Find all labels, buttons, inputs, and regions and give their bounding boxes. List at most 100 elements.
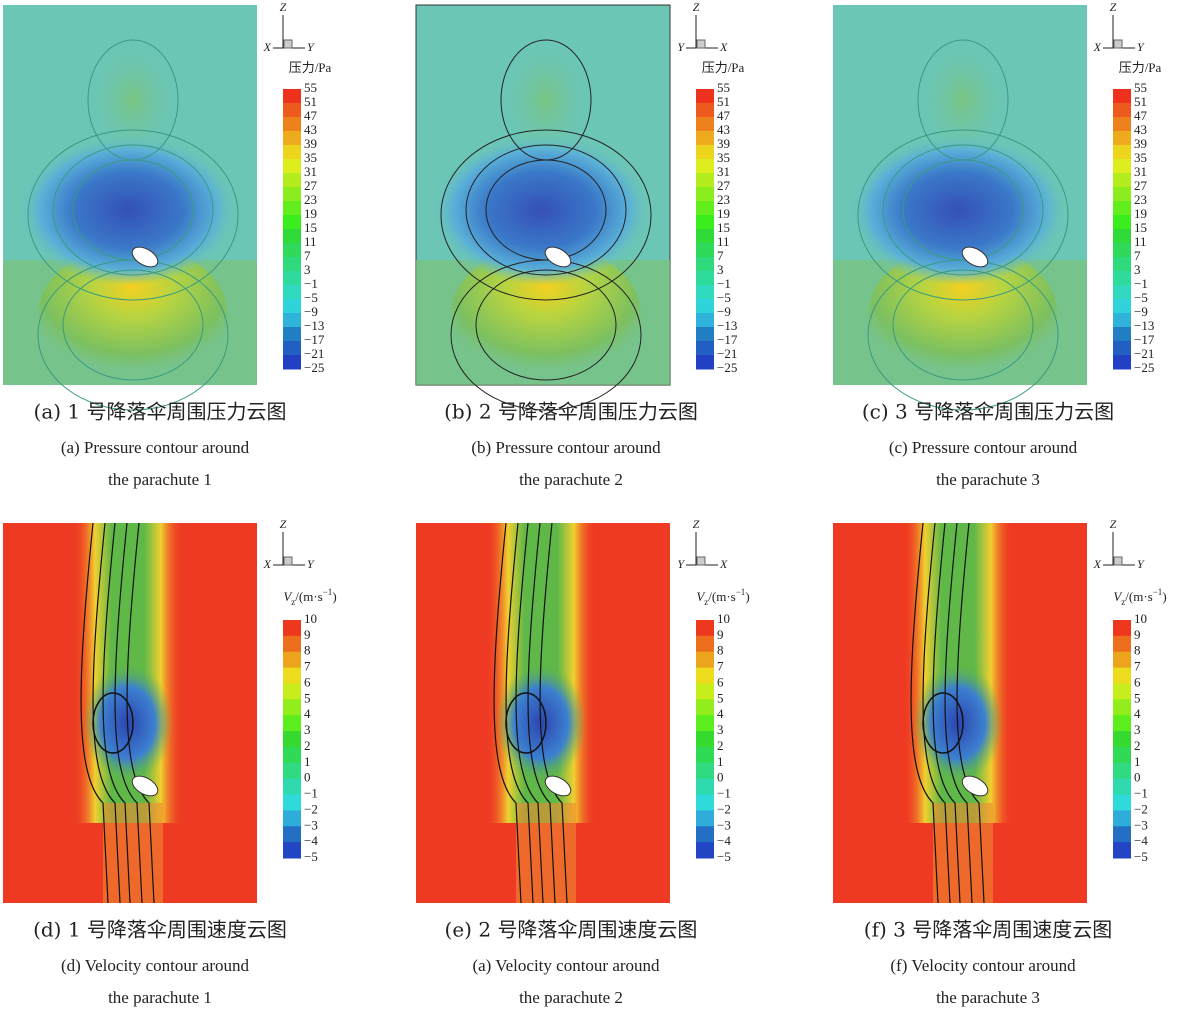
colorbar-tick-label: −2 (1134, 801, 1148, 816)
colorbar-title: 压力/Pa (702, 60, 745, 75)
caption-en: (a) Pressure contour around (61, 438, 250, 457)
colorbar-band (696, 271, 714, 286)
caption-cn: (b) 2 号降落伞周围压力云图 (444, 400, 698, 424)
colorbar-band (283, 117, 301, 132)
colorbar-tick-label: −13 (304, 318, 324, 333)
colorbar-tick-label: 5 (1134, 690, 1141, 705)
colorbar-band (696, 842, 714, 858)
colorbar-band (283, 683, 301, 699)
colorbar-band (283, 810, 301, 826)
colorbar-tick-label: −5 (304, 849, 318, 864)
caption-cn: (a) 1 号降落伞周围压力云图 (34, 400, 287, 424)
colorbar-tick-label: 3 (1134, 262, 1141, 277)
colorbar-tick-label: 51 (717, 94, 730, 109)
triad-label: X (719, 557, 728, 571)
colorbar-tick-label: 3 (717, 722, 724, 737)
colorbar-tick-label: 6 (1134, 674, 1141, 689)
panel: ZXY压力/Pa55514743393531272319151173−1−5−9… (3, 0, 332, 489)
triad-label: Y (1137, 557, 1145, 571)
panel: ZXY压力/Pa55514743393531272319151173−1−5−9… (833, 0, 1162, 489)
colorbar-band (696, 229, 714, 244)
colorbar-tick-label: −9 (717, 304, 731, 319)
colorbar-band (1113, 341, 1131, 356)
caption-en: the parachute 1 (108, 470, 212, 489)
caption-en: (f) Velocity contour around (890, 956, 1076, 975)
colorbar-band (283, 620, 301, 636)
colorbar-band (283, 779, 301, 795)
colorbar-band (696, 763, 714, 779)
colorbar-tick-label: 43 (717, 122, 730, 137)
triad-label: Z (693, 0, 700, 14)
figure: ZXY压力/Pa55514743393531272319151173−1−5−9… (0, 0, 1177, 1013)
triad-box (1114, 40, 1122, 48)
colorbar-tick-label: 0 (1134, 770, 1141, 785)
colorbar-tick-label: −3 (1134, 817, 1148, 832)
contour-region (18, 135, 238, 285)
caption-en: the parachute 3 (936, 988, 1040, 1007)
colorbar-tick-label: 35 (717, 150, 730, 165)
colorbar-tick-label: 3 (1134, 722, 1141, 737)
caption-cn: (d) 1 号降落伞周围速度云图 (33, 918, 287, 942)
colorbar-tick-label: 4 (304, 706, 311, 721)
triad-box (1114, 557, 1122, 565)
colorbar-band (696, 747, 714, 763)
colorbar-band (283, 668, 301, 684)
colorbar-band (283, 699, 301, 715)
colorbar-band (1113, 842, 1131, 858)
colorbar-tick-label: 23 (717, 192, 730, 207)
colorbar-tick-label: 9 (304, 627, 311, 642)
colorbar-band (1113, 731, 1131, 747)
colorbar-tick-label: 10 (1134, 611, 1147, 626)
colorbar-tick-label: −5 (304, 290, 318, 305)
colorbar-tick-label: 5 (717, 690, 724, 705)
colorbar-tick-label: −1 (304, 786, 318, 801)
colorbar-band (696, 620, 714, 636)
colorbar-band (283, 187, 301, 202)
colorbar-band (283, 826, 301, 842)
colorbar-band (696, 201, 714, 216)
triad-label: Z (280, 517, 287, 531)
colorbar-band (1113, 131, 1131, 146)
colorbar-tick-label: −13 (717, 318, 737, 333)
colorbar-band (696, 299, 714, 314)
colorbar-tick-label: 9 (1134, 627, 1141, 642)
colorbar-tick-label: −1 (304, 276, 318, 291)
colorbar-band (283, 89, 301, 104)
colorbar-title: Vz/(m·s−1) (1113, 587, 1166, 607)
panel: ZYXVz/(m·s−1)109876543210−1−2−3−4−5(e) 2… (416, 517, 750, 1007)
colorbar-band (696, 285, 714, 300)
colorbar-tick-label: 39 (717, 136, 730, 151)
colorbar-band (283, 201, 301, 216)
colorbar-tick-label: 1 (304, 754, 311, 769)
colorbar-tick-label: 35 (304, 150, 317, 165)
triad-label: Z (693, 517, 700, 531)
colorbar-tick-label: −25 (717, 360, 737, 375)
colorbar-tick-label: −21 (1134, 346, 1154, 361)
triad-box (284, 557, 292, 565)
colorbar-band (696, 145, 714, 160)
triad-label: X (719, 40, 728, 54)
colorbar-band (696, 159, 714, 174)
colorbar-band (696, 341, 714, 356)
colorbar-band (1113, 117, 1131, 132)
colorbar-band (1113, 779, 1131, 795)
colorbar-band (1113, 668, 1131, 684)
triad-label: X (263, 40, 272, 54)
colorbar-band (696, 636, 714, 652)
colorbar-band (1113, 763, 1131, 779)
colorbar-tick-label: −1 (717, 276, 731, 291)
colorbar-band (696, 810, 714, 826)
colorbar-tick-label: 4 (717, 706, 724, 721)
colorbar-band (696, 699, 714, 715)
colorbar-band (283, 652, 301, 668)
colorbar-band (283, 313, 301, 328)
colorbar-title: 压力/Pa (1119, 60, 1162, 75)
colorbar-band (283, 131, 301, 146)
colorbar-tick-label: 0 (717, 770, 724, 785)
colorbar-tick-label: 47 (1134, 108, 1148, 123)
colorbar-band (283, 795, 301, 811)
colorbar-tick-label: 31 (1134, 164, 1147, 179)
colorbar-band (283, 299, 301, 314)
colorbar-title-part: −1 (736, 587, 746, 597)
colorbar-tick-label: 9 (717, 627, 724, 642)
